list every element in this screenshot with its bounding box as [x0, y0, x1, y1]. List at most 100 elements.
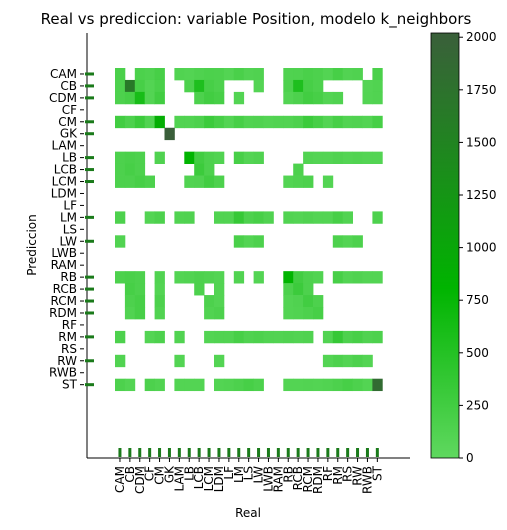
heatmap-cell-ST-RB: [283, 378, 294, 392]
x-tick-label-CM: CM: [153, 466, 167, 485]
heatmap-cell-RB-CM: [154, 271, 165, 284]
y-tick-label-LDM: LDM: [51, 186, 77, 200]
heatmap-cell-CDM-CDM: [134, 91, 146, 105]
heatmap-cell-RCM-RB: [283, 295, 294, 308]
heatmap-cell-ST-LM: [233, 378, 245, 392]
y-tick-label-LWB: LWB: [51, 246, 77, 260]
heatmap-cell-ST-RCM: [303, 378, 314, 392]
heatmap-cell-LCM-LCM: [204, 175, 215, 188]
heatmap-cell-LW-RM: [332, 235, 344, 248]
x-tick-label-LCM: LCM: [202, 466, 216, 491]
heatmap-cell-LB-CAM: [115, 151, 126, 164]
heatmap-cell-CDM-LCM: [204, 91, 215, 105]
heatmap-cell-LM-RS: [342, 211, 353, 224]
heatmap-cell-CM-LCM: [204, 115, 215, 129]
x-marker-RCM: [306, 448, 310, 457]
heatmap-cell-LB-RWB: [362, 151, 373, 164]
y-marker-CAM: [85, 72, 94, 76]
heatmap-cell-LCM-LDM: [214, 175, 225, 188]
heatmap-cell-LM-LF: [223, 211, 235, 224]
heatmap-cell-LM-CAM: [115, 211, 126, 224]
colorbar-tick-label-2000: 2000: [466, 30, 497, 44]
heatmap-cell-CM-RWB: [362, 115, 373, 129]
heatmap-cell-RCB-RCB: [293, 283, 304, 296]
y-tick-label-ST: ST: [62, 378, 78, 392]
heatmap-cell-RM-RWB: [362, 330, 373, 344]
x-tick-label-CDM: CDM: [133, 466, 147, 494]
heatmap-cell-LCM-RF: [322, 175, 334, 188]
y-tick-label-RS: RS: [61, 342, 77, 356]
x-tick-label-RM: RM: [331, 466, 345, 485]
y-marker-RM: [85, 335, 94, 339]
y-tick-label-RCB: RCB: [53, 282, 77, 296]
heatmap-cell-CB-RB: [283, 79, 294, 93]
heatmap-cell-RW-RS: [342, 354, 353, 368]
heatmap-cell-RM-LAM: [174, 330, 185, 344]
y-marker-ST: [85, 383, 94, 387]
heatmap-cell-CM-CDM: [134, 115, 146, 129]
heatmap-cell-RM-RW: [352, 330, 363, 344]
heatmap-cell-RCB-CM: [154, 283, 165, 296]
x-marker-RDM: [316, 448, 320, 457]
heatmap-cell-LW-RW: [352, 235, 363, 248]
y-tick-label-RB: RB: [60, 270, 77, 284]
heatmap-cell-CAM-RW: [352, 68, 363, 81]
heatmap-cell-RCM-RDM: [313, 295, 324, 308]
heatmap-cell-CDM-RM: [332, 91, 344, 105]
heatmap-cell-RW-RM: [332, 354, 344, 368]
heatmap-cell-LCM-LB: [184, 175, 195, 188]
heatmap-cell-CDM-CB: [124, 91, 136, 105]
x-tick-label-CB: CB: [123, 466, 137, 483]
heatmap-cell-RM-RB: [283, 330, 294, 344]
heatmap-cell-LCM-RB: [283, 175, 294, 188]
colorbar-tick-label-1000: 1000: [466, 241, 497, 255]
heatmap-cell-LM-RM: [332, 211, 344, 224]
heatmap-cell-LB-LDM: [214, 151, 225, 164]
heatmap-cell-CAM-LS: [243, 68, 254, 81]
heatmap-cell-RCB-LDM: [214, 283, 225, 296]
heatmap-cell-CM-LWB: [263, 115, 274, 129]
y-marker-CM: [85, 120, 94, 124]
heatmap-cell-LM-ST: [372, 211, 383, 224]
y-tick-label-RCM: RCM: [51, 294, 77, 308]
heatmap-cell-ST-LB: [184, 378, 195, 392]
heatmap-cell-CDM-RDM: [313, 91, 324, 105]
y-marker-LCB: [85, 168, 94, 172]
heatmap-cell-RM-LW: [253, 330, 264, 344]
colorbar-tick-label-1500: 1500: [466, 135, 497, 149]
y-marker-RCB: [85, 287, 94, 291]
x-marker-LW: [257, 448, 261, 457]
heatmap-cell-RDM-CDM: [134, 307, 146, 320]
heatmap-cell-RB-CB: [124, 271, 136, 284]
heatmap-cell-LM-RDM: [313, 211, 324, 224]
heatmap-cell-ST-RS: [342, 378, 353, 392]
x-marker-LM: [237, 448, 241, 457]
x-marker-LDM: [217, 448, 221, 457]
heatmap-cell-RM-CF: [144, 330, 155, 344]
x-tick-label-CF: CF: [143, 466, 157, 481]
heatmap-cell-RW-LAM: [174, 354, 185, 368]
heatmap-cell-ST-LS: [243, 378, 254, 392]
x-marker-LF: [227, 448, 231, 457]
y-marker-LW: [85, 239, 94, 243]
heatmap-cell-RB-LB: [184, 271, 195, 284]
y-tick-label-LW: LW: [60, 234, 78, 248]
heatmap-cell-CAM-LW: [253, 68, 264, 81]
heatmap-cell-CM-LW: [253, 115, 264, 129]
colorbar-gradient: [430, 32, 460, 459]
x-marker-LCB: [197, 448, 201, 457]
heatmap-cell-RW-RF: [322, 354, 334, 368]
y-tick-label-LB: LB: [62, 151, 77, 165]
heatmap-cell-LB-RCM: [303, 151, 314, 164]
x-marker-RM: [336, 448, 340, 457]
heatmap-cell-GK-GK: [164, 127, 175, 141]
heatmap-cell-LB-CDM: [134, 151, 146, 164]
heatmap-cell-LW-RS: [342, 235, 353, 248]
x-tick-label-LS: LS: [242, 466, 256, 480]
x-marker-RS: [346, 448, 350, 457]
heatmap-cell-CB-LB: [184, 79, 195, 93]
x-tick-label-LW: LW: [252, 466, 266, 484]
heatmap-cell-CM-RM: [332, 115, 344, 129]
heatmap-cell-CAM-RM: [332, 68, 344, 81]
y-tick-label-RW: RW: [57, 354, 77, 368]
